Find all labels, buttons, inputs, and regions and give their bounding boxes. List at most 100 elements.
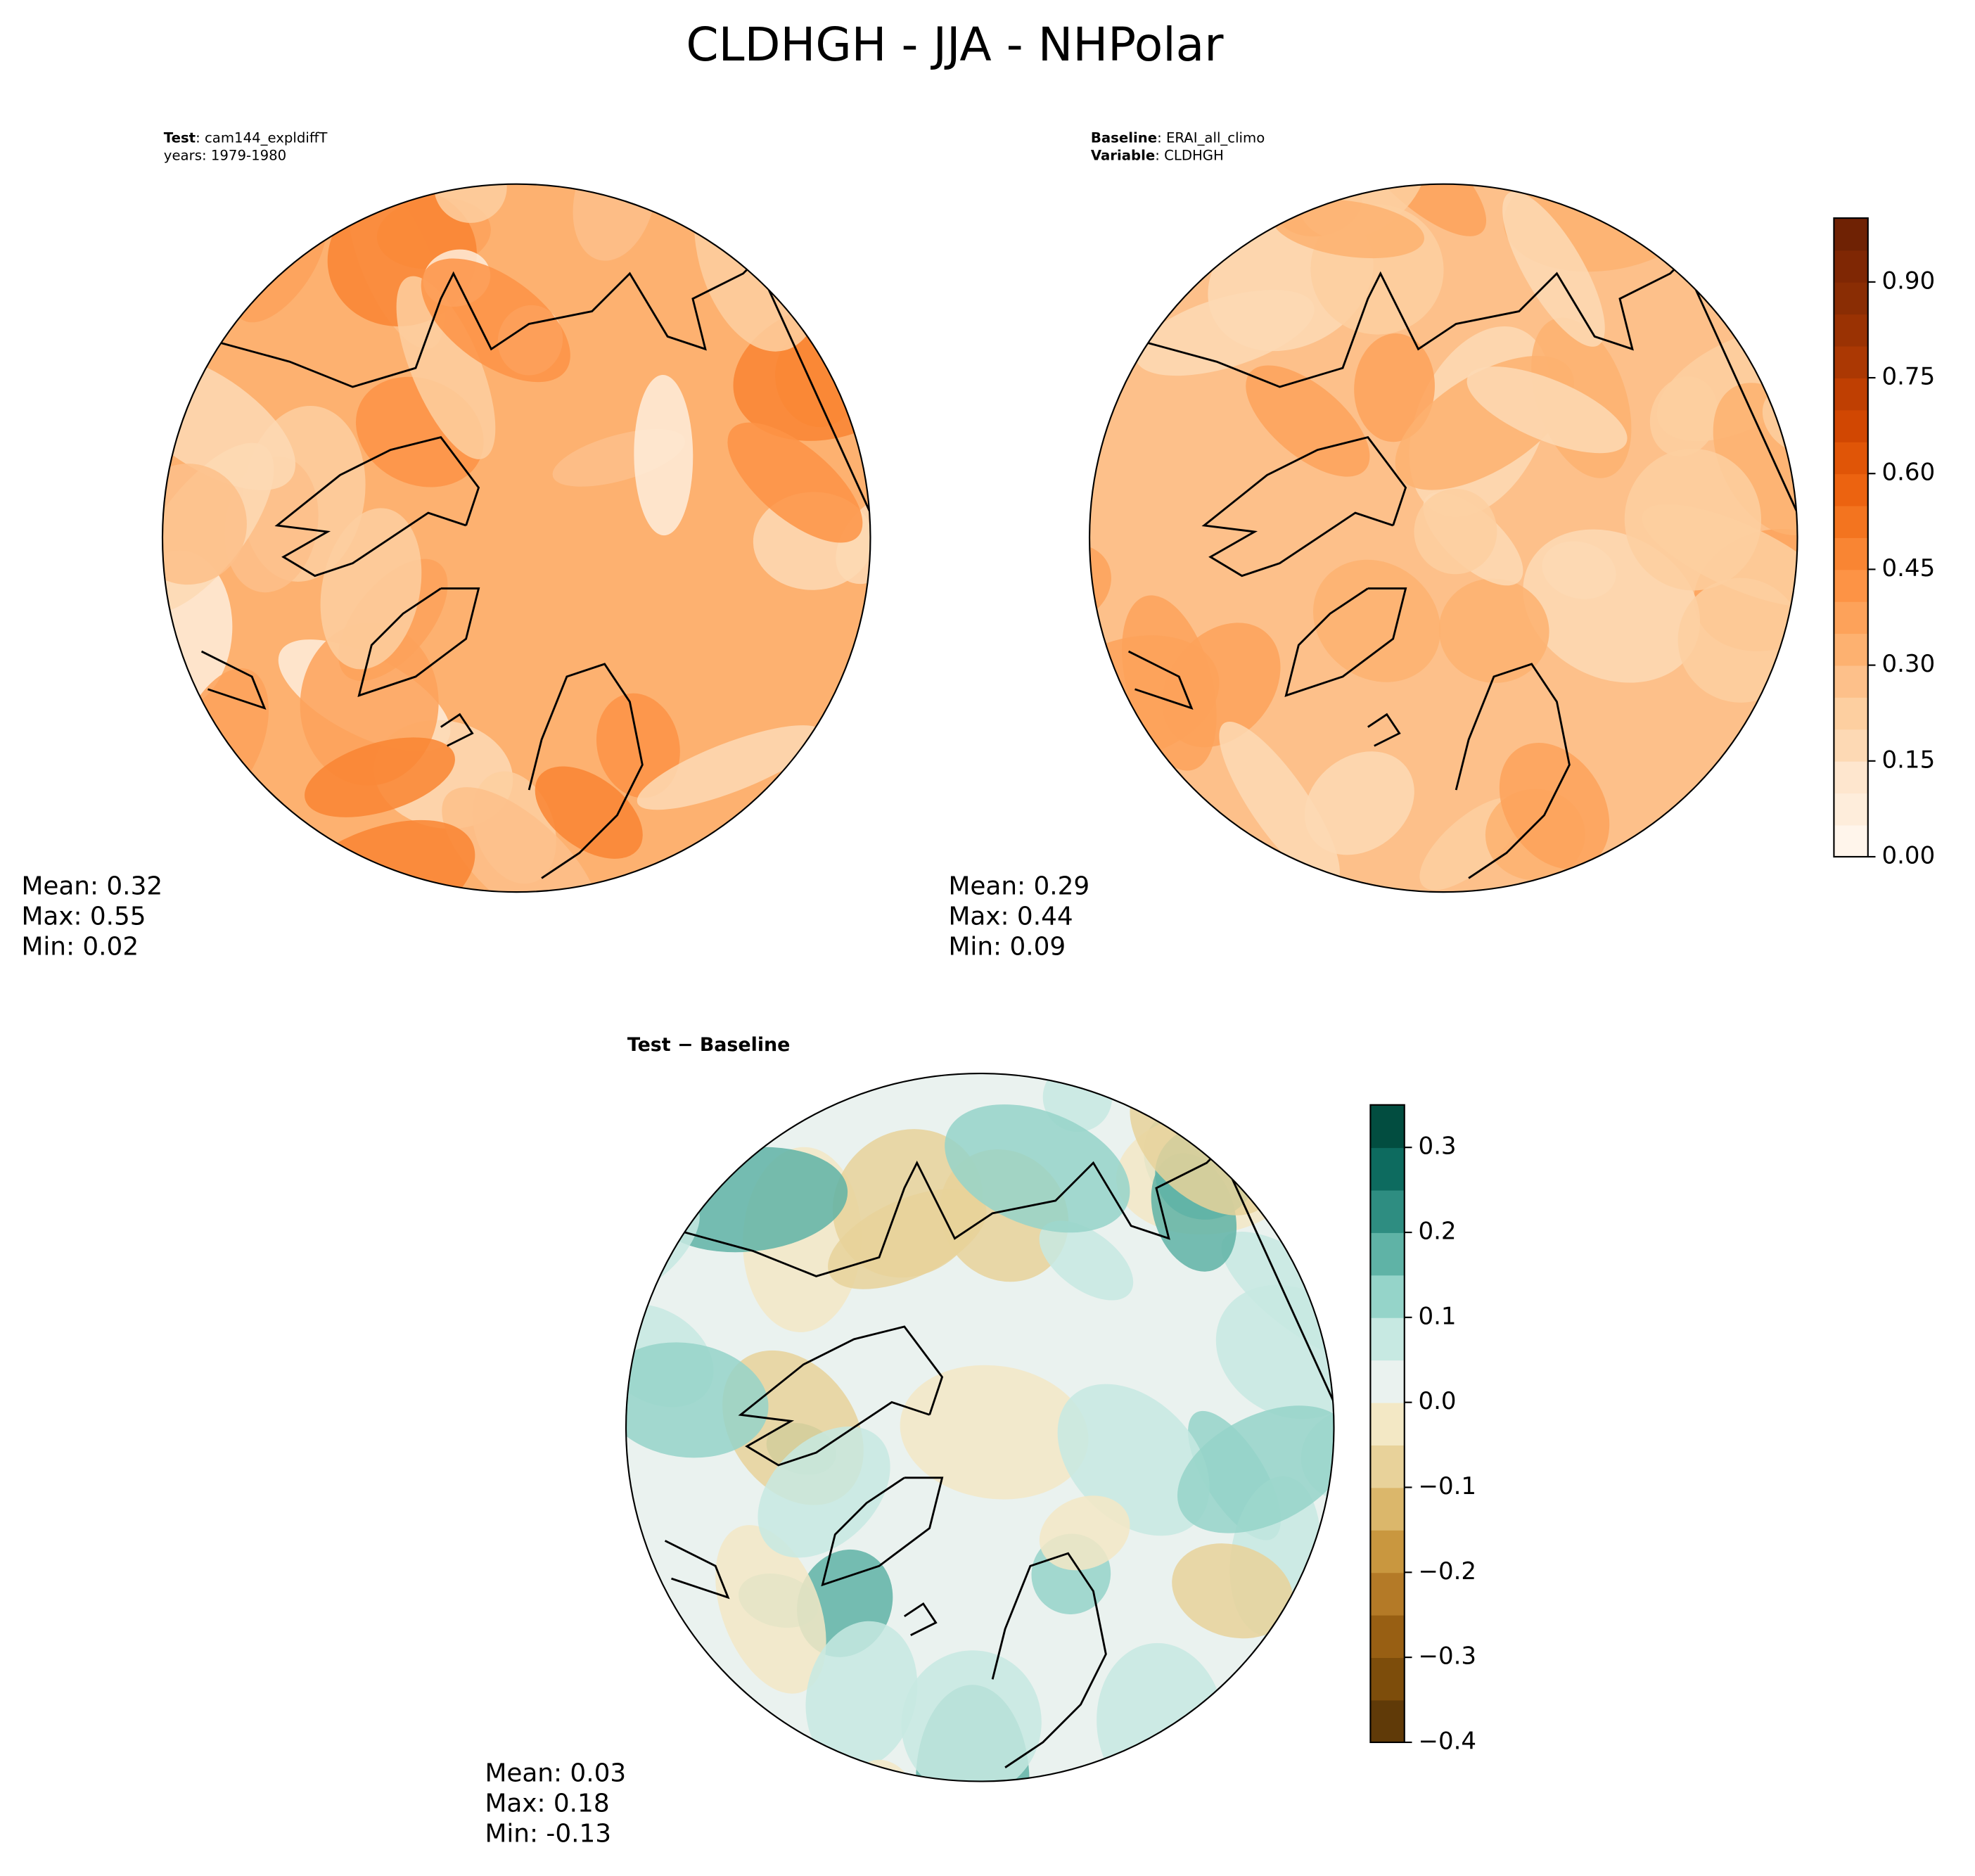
map-border <box>625 1072 1335 1782</box>
coastline <box>1201 436 1407 578</box>
field-contour <box>442 787 599 893</box>
colorbar-tick-label: 0.00 <box>1881 841 1935 869</box>
header-value: : ERAI_all_climo <box>1157 130 1265 146</box>
field-contour <box>1345 184 1487 236</box>
colorbar-segment <box>1370 1445 1405 1488</box>
field-contour <box>1304 751 1414 855</box>
field-contour <box>162 352 296 490</box>
field-contour <box>1172 1543 1293 1639</box>
coastline <box>684 1148 1334 1403</box>
colorbar-segment <box>1834 633 1868 666</box>
colorbar-frame <box>1833 217 1869 858</box>
field-contour <box>945 1104 1130 1233</box>
colorbar-tick-label: 0.60 <box>1881 459 1935 487</box>
coastline <box>1127 650 1194 710</box>
field-contour <box>637 725 823 810</box>
field-contour <box>1272 199 1424 259</box>
field-contour <box>162 550 233 710</box>
colorbar-segment <box>1834 473 1868 506</box>
field-contour <box>1246 365 1370 477</box>
colorbar-segment <box>1370 1147 1405 1191</box>
header-value: : cam144_expldiffT <box>196 130 328 146</box>
field-contour <box>828 1189 987 1289</box>
colorbar-tick-label: 0.90 <box>1881 267 1935 295</box>
field-contour <box>1502 191 1605 347</box>
header-key: Test <box>164 130 196 146</box>
coastline <box>357 587 480 697</box>
field-contour <box>626 1342 769 1458</box>
colorbar-tick-label: 0.75 <box>1881 363 1935 391</box>
colorbar-segment <box>1834 314 1868 347</box>
field-contour <box>1414 488 1497 575</box>
stat-line: Max: 0.18 <box>485 1789 609 1818</box>
coastline <box>664 1540 730 1600</box>
colorbar-segment <box>1834 665 1868 698</box>
field-contour <box>162 464 247 585</box>
stat-line: Mean: 0.32 <box>21 872 162 901</box>
colorbar-segment <box>1834 281 1868 315</box>
colorbar-segment <box>1834 250 1868 283</box>
field-contour <box>758 1427 890 1558</box>
field-contour <box>320 508 422 670</box>
coastline <box>738 1325 944 1467</box>
colorbar-segment <box>1834 218 1868 251</box>
colorbar-segment <box>1370 1614 1405 1659</box>
header-line: Test: cam144_expldiffT <box>164 130 328 146</box>
header-value: : CLDHGH <box>1155 148 1224 164</box>
colorbar-tick-label: 0.1 <box>1418 1302 1456 1330</box>
header-value: years: 1979-1980 <box>164 148 286 164</box>
colorbar-tick-label: 0.2 <box>1418 1218 1456 1246</box>
field-contour <box>1135 290 1315 376</box>
colorbar-segment <box>1834 441 1868 475</box>
colorbar-segment <box>1370 1699 1405 1743</box>
coastline <box>1455 663 1571 879</box>
colorbar-tick-label: −0.1 <box>1418 1472 1476 1500</box>
colorbar-tick-label: −0.3 <box>1418 1642 1476 1671</box>
field-contour <box>1219 722 1340 886</box>
map <box>162 184 871 893</box>
colorbar-segment <box>1370 1275 1405 1318</box>
stat-line: Min: -0.13 <box>485 1819 611 1848</box>
colorbar-tick-label: 0.15 <box>1881 746 1935 774</box>
colorbar-segment <box>1834 409 1868 442</box>
field-contour <box>535 766 643 859</box>
stat-line: Mean: 0.29 <box>948 872 1089 901</box>
colorbar-segment <box>1834 697 1868 730</box>
coastline <box>528 663 644 879</box>
colorbar-segment <box>1834 569 1868 602</box>
colorbar-tick-label: −0.4 <box>1418 1727 1476 1755</box>
field-contour <box>727 422 863 543</box>
colorbar-segment <box>1370 1189 1405 1233</box>
coastline <box>1147 259 1798 513</box>
colorbar-segment <box>1834 793 1868 826</box>
colorbar-segment <box>1370 1104 1405 1149</box>
stat-line: Min: 0.02 <box>21 933 139 962</box>
colorbar-tick-label: −0.2 <box>1418 1557 1476 1585</box>
colorbar-segment <box>1834 729 1868 762</box>
field-contour <box>396 276 496 459</box>
field-contour <box>1624 448 1762 591</box>
colorbar-segment <box>1834 505 1868 538</box>
field-contour <box>1354 333 1435 442</box>
panel-header: Baseline: ERAI_all_climo Variable: CLDHGH <box>1091 130 1265 164</box>
field-contour <box>805 1621 918 1770</box>
field-contour <box>1177 1405 1334 1533</box>
colorbar-tick-label: 0.3 <box>1418 1132 1456 1161</box>
field-contour <box>1039 1220 1134 1301</box>
stat-line: Max: 0.44 <box>948 902 1073 931</box>
colorbar-segment <box>1370 1572 1405 1616</box>
coastline <box>440 713 474 747</box>
colorbar-frame <box>1369 1104 1405 1744</box>
panel-header: Test − Baseline <box>627 1034 791 1056</box>
colorbar-segment <box>1370 1232 1405 1276</box>
coastline <box>274 436 480 578</box>
stat-line: Max: 0.55 <box>21 902 146 931</box>
colorbar-segment <box>1370 1317 1405 1361</box>
field-contour <box>1438 578 1549 683</box>
field-contour <box>1466 366 1628 454</box>
header-key: Variable <box>1091 148 1155 164</box>
header-key: Test − Baseline <box>627 1034 791 1056</box>
colorbar-tick-label: 0.0 <box>1418 1387 1456 1415</box>
